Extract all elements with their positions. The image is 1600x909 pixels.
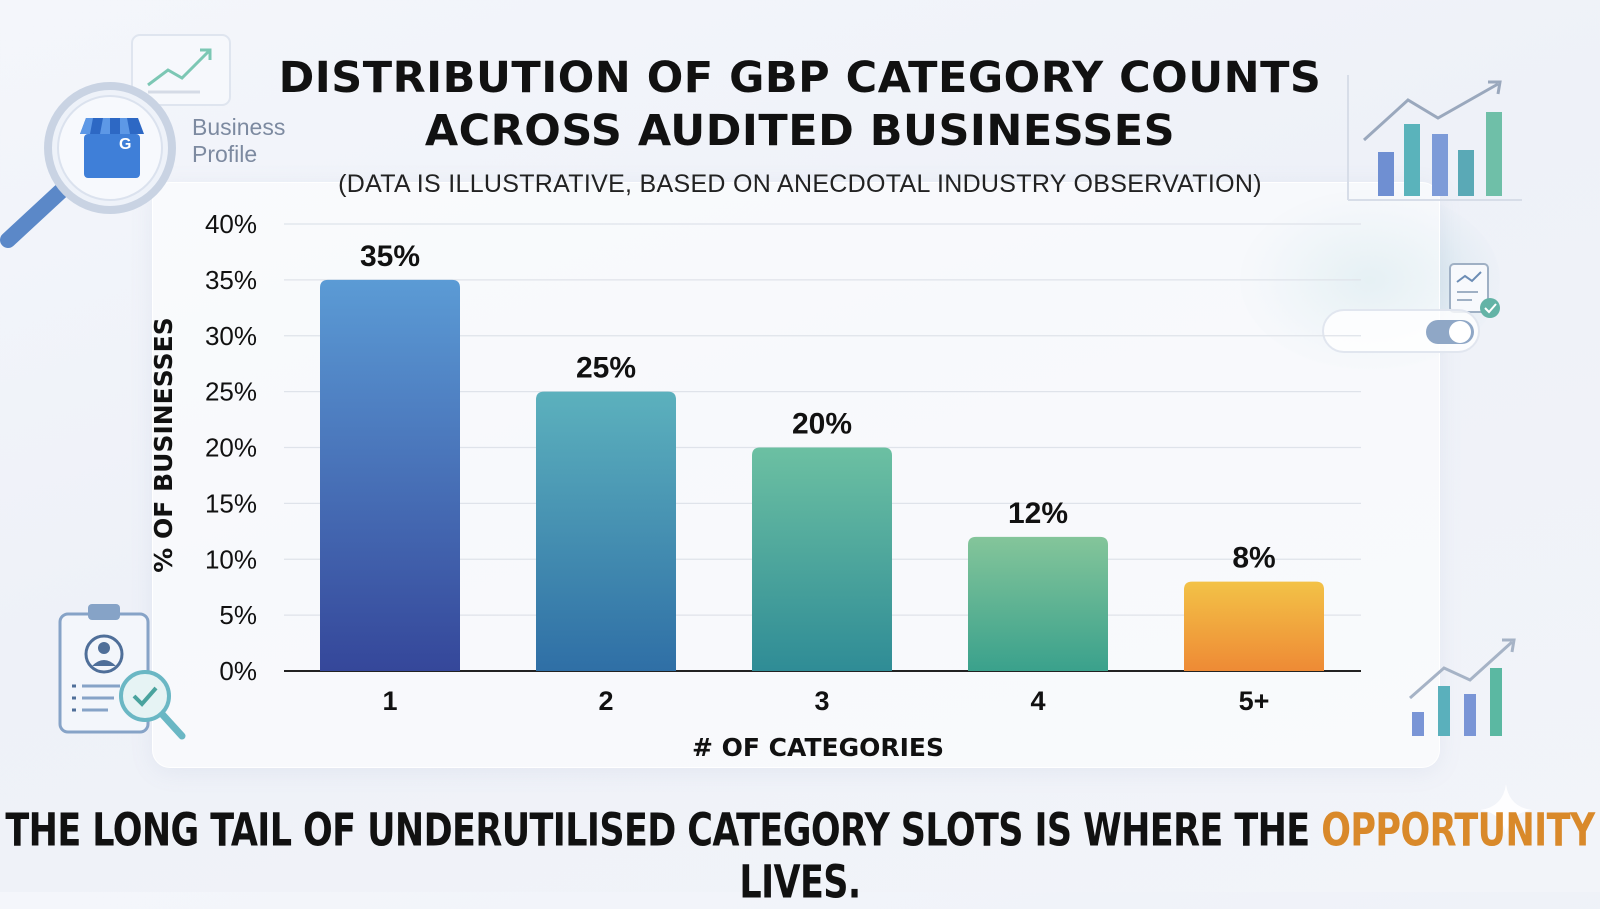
sparkle-icon — [1480, 784, 1532, 836]
data-label: 25% — [576, 352, 636, 385]
x-axis-title: # OF CATEGORIES — [692, 733, 944, 762]
y-tick-label: 10% — [205, 544, 257, 574]
chart-subtitle: (DATA IS ILLUSTRATIVE, BASED ON ANECDOTA… — [338, 170, 1262, 198]
data-label: 35% — [360, 240, 420, 273]
business-profile-line2: Profile — [192, 141, 258, 167]
bar-3 — [752, 447, 892, 671]
mini-bar-chart-icon — [1347, 75, 1522, 201]
google-logo-letter: G — [119, 136, 132, 153]
x-tick-label: 3 — [814, 686, 829, 716]
y-tick-label: 30% — [205, 321, 257, 351]
bar-5+ — [1184, 581, 1324, 671]
y-tick-label: 35% — [205, 265, 257, 295]
bar-1 — [320, 279, 460, 671]
x-tick-label: 1 — [382, 686, 397, 716]
mini-growth-chart-icon — [1409, 638, 1516, 736]
x-tick-label: 5+ — [1239, 686, 1270, 716]
bar-2 — [536, 391, 676, 671]
bars — [320, 279, 1324, 671]
labels: 0% 5% 10% 15% 20% 25% 30% 35% 40% 35% 1 25% 2 20% 3 12%… — [149, 209, 1276, 762]
data-label: 12% — [1008, 497, 1068, 530]
data-label: 20% — [792, 408, 852, 441]
magnifier-business-icon — [0, 34, 231, 248]
footer-highlight: OPPORTUNITY — [1321, 805, 1595, 857]
business-profile-label: Business Profile — [192, 114, 285, 168]
bar-4 — [968, 536, 1108, 671]
footer-caption: THE LONG TAIL OF UNDERUTILISED CATEGORY … — [0, 805, 1600, 909]
footer-text-before: THE LONG TAIL OF UNDERUTILISED CATEGORY … — [5, 805, 1322, 857]
y-tick-label: 25% — [205, 377, 257, 407]
business-profile-line1: Business — [192, 114, 286, 140]
chart-title: DISTRIBUTION OF GBP CATEGORY COUNTS ACRO… — [0, 52, 1600, 158]
data-label: 8% — [1232, 542, 1275, 575]
footer-text-after: LIVES. — [739, 857, 861, 909]
x-tick-label: 2 — [598, 686, 613, 716]
y-tick-label: 20% — [205, 433, 257, 463]
y-axis-title: % OF BUSINESSES — [149, 317, 178, 572]
y-tick-label: 15% — [205, 488, 257, 518]
y-tick-label: 40% — [205, 209, 257, 239]
y-tick-label: 0% — [219, 656, 257, 686]
chart-title-line1: DISTRIBUTION OF GBP CATEGORY COUNTS — [278, 53, 1322, 103]
x-tick-label: 4 — [1030, 686, 1045, 716]
y-tick-label: 5% — [219, 600, 257, 630]
checklist-toggle-icon — [1322, 263, 1500, 353]
clipboard-profile-icon — [58, 604, 186, 740]
chart-title-line2: ACROSS AUDITED BUSINESSES — [424, 106, 1176, 156]
